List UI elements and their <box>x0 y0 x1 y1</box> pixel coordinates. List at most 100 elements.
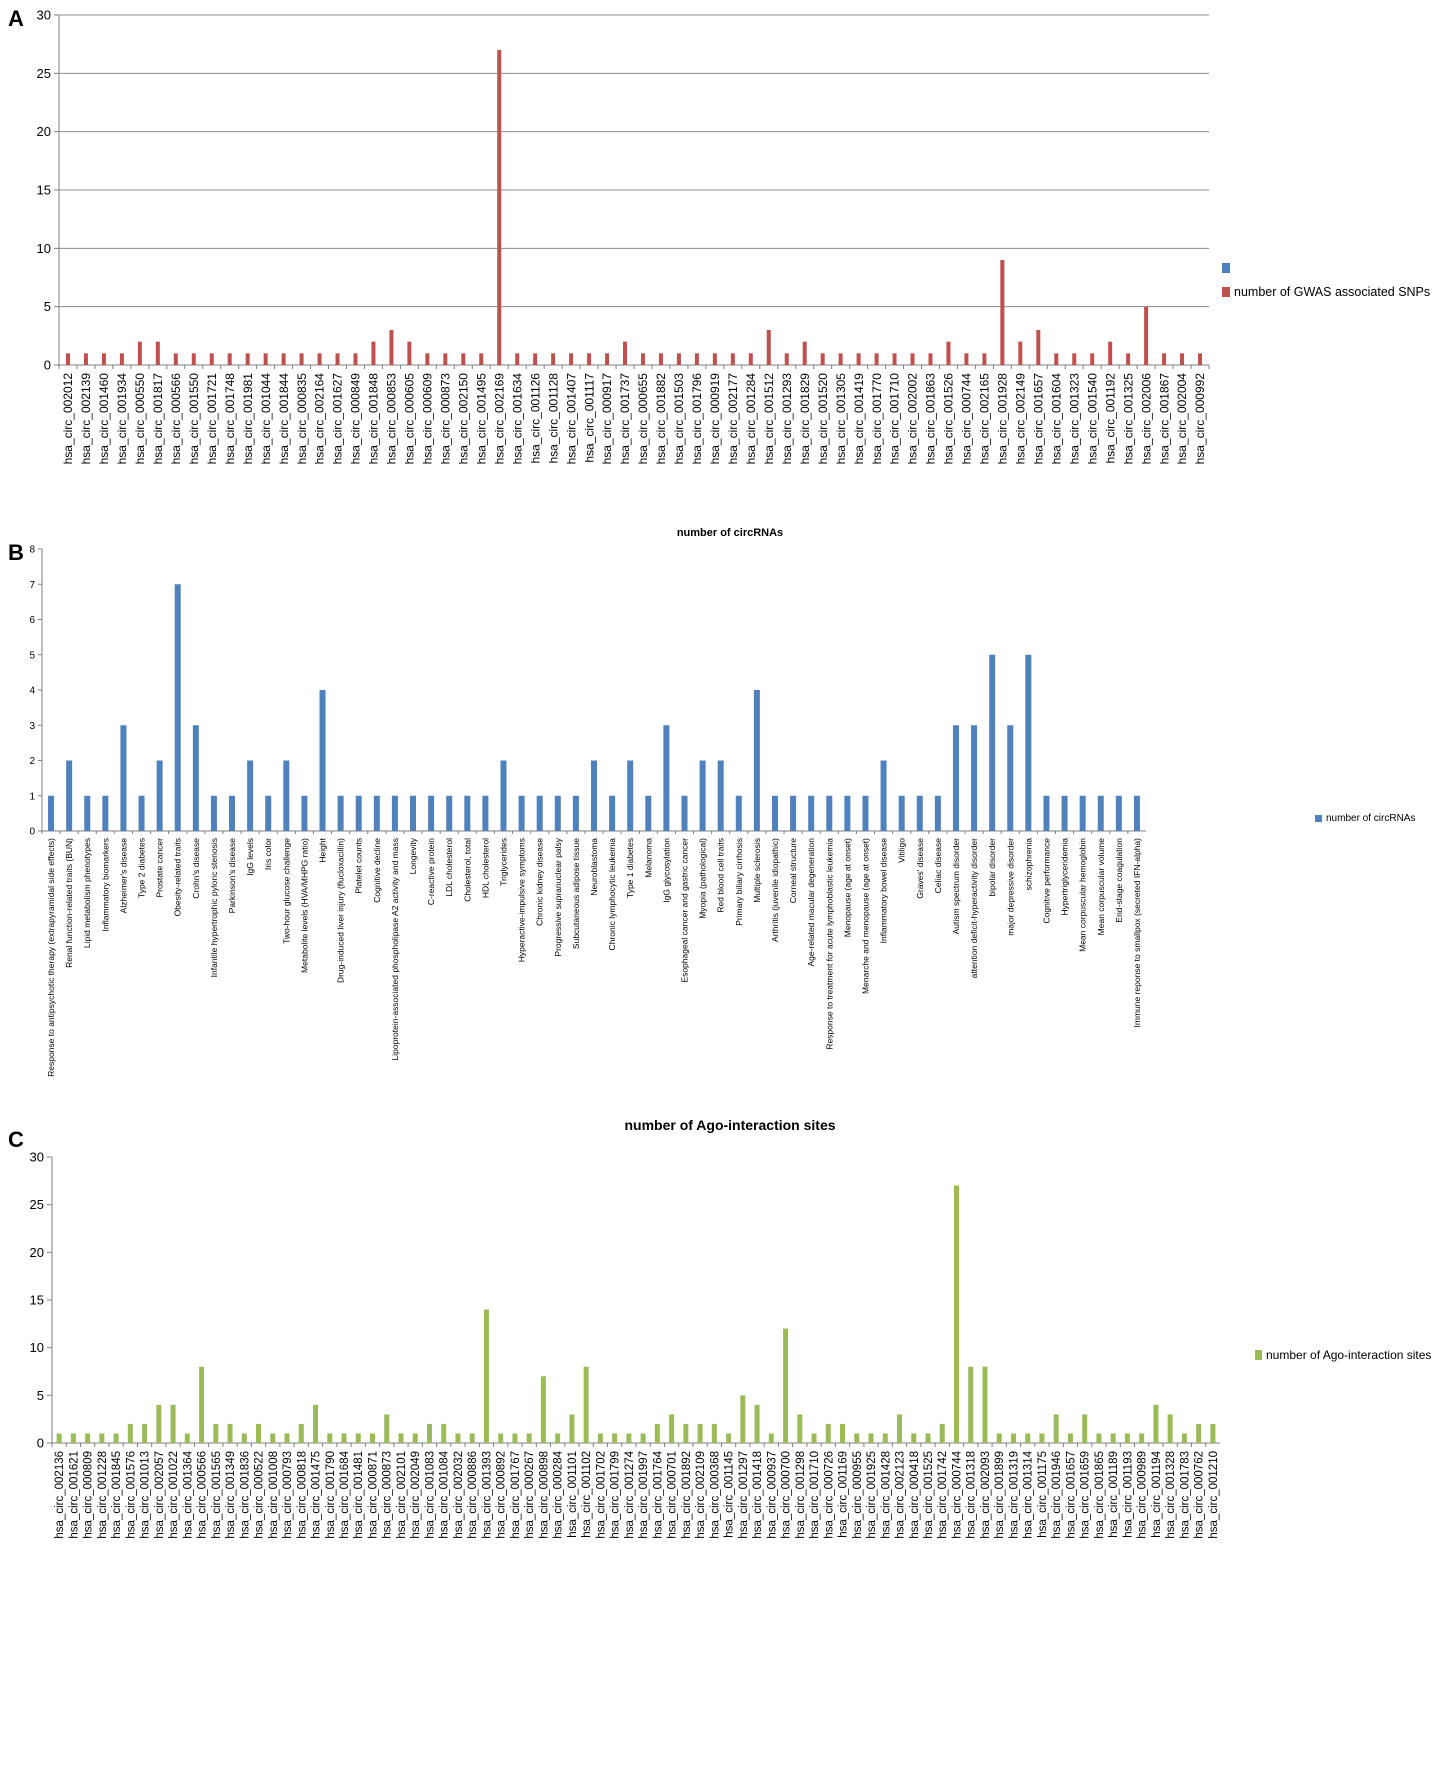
bar <box>1096 1433 1102 1443</box>
x-tick-label: hsa_circ_001083 <box>424 1451 436 1539</box>
bar <box>569 353 574 365</box>
bar <box>298 1423 304 1443</box>
bar <box>540 1376 546 1443</box>
bar <box>497 50 502 365</box>
bar <box>754 1404 760 1443</box>
bar <box>996 1433 1002 1443</box>
x-tick-label: hsa_circ_001314 <box>1023 1450 1035 1538</box>
bar <box>138 795 145 831</box>
bar <box>1018 341 1023 365</box>
x-tick-label: LDL cholesterol <box>444 838 454 897</box>
bar <box>1025 1433 1031 1443</box>
bar <box>928 353 933 365</box>
x-tick-label: hsa_circ_001767 <box>510 1451 522 1539</box>
x-tick-label: hsa_circ_000793 <box>282 1451 294 1539</box>
bar <box>623 341 628 365</box>
x-tick-label: hsa_circ_002004 <box>1175 373 1189 465</box>
x-tick-label: hsa_circ_001657 <box>1065 1451 1077 1539</box>
bar <box>587 353 592 365</box>
x-tick-label: hsa_circ_001526 <box>942 373 956 465</box>
x-tick-label: hsa_circ_001863 <box>924 373 938 465</box>
bar <box>1097 795 1104 831</box>
bar <box>210 795 217 831</box>
bar <box>882 1433 888 1443</box>
x-tick-label: hsa_circ_001621 <box>68 1451 80 1539</box>
bar <box>591 760 597 831</box>
bar <box>284 1433 290 1443</box>
bar <box>173 353 178 365</box>
bar <box>355 1433 361 1443</box>
bar <box>113 1433 119 1443</box>
y-tick-label: 20 <box>37 124 51 139</box>
bar <box>726 1433 732 1443</box>
bar <box>373 795 380 831</box>
bar <box>441 1423 447 1443</box>
x-tick-label: Chronic lymphocytic leukemia <box>607 838 617 951</box>
bar <box>1210 1423 1216 1443</box>
bar <box>676 353 681 365</box>
x-tick-label: hsa_circ_001194 <box>1151 1450 1163 1537</box>
bar <box>968 1366 974 1443</box>
x-tick-label: Infantile hypertrophic pyloric stenosis <box>209 838 219 977</box>
x-tick-label: hsa_circ_001102 <box>581 1451 593 1538</box>
bar <box>1180 353 1185 365</box>
bar <box>371 341 376 365</box>
x-tick-label: hsa_circ_001418 <box>752 1451 764 1539</box>
bar <box>461 353 466 365</box>
bar <box>645 795 652 831</box>
bar <box>898 795 905 831</box>
y-tick-label: 7 <box>29 580 35 591</box>
x-tick-label: hsa_circ_000809 <box>83 1451 95 1539</box>
bar <box>142 1423 148 1443</box>
x-tick-label: hsa_circ_001084 <box>439 1450 451 1538</box>
y-tick-label: 30 <box>37 8 51 23</box>
bar <box>119 353 124 365</box>
bar <box>281 353 286 365</box>
x-tick-label: hsa_circ_001228 <box>97 1451 109 1539</box>
bar <box>526 1433 532 1443</box>
x-tick-label: Vitiligo <box>897 838 907 863</box>
bar <box>155 341 160 365</box>
y-tick-label: 5 <box>44 299 51 314</box>
x-tick-label: Inflammatory biomarkers <box>100 838 110 932</box>
bar <box>712 353 717 365</box>
bar <box>1067 1433 1073 1443</box>
x-tick-label: hsa_circ_001520 <box>816 373 830 465</box>
y-tick-label: 0 <box>44 358 51 373</box>
bar <box>820 353 825 365</box>
bar <box>412 1433 418 1443</box>
bar <box>555 1433 561 1443</box>
x-tick-label: hsa_circ_001836 <box>239 1451 251 1539</box>
x-tick-label: Immune reponse to smallpox (secreted IFN… <box>1132 838 1142 1028</box>
bar <box>426 1423 432 1443</box>
x-tick-label: hsa_circ_001742 <box>937 1451 949 1539</box>
x-tick-label: hsa_circ_000886 <box>467 1451 479 1539</box>
x-tick-label: hsa_circ_002012 <box>61 373 75 465</box>
x-tick-label: hsa_circ_001981 <box>241 373 255 465</box>
bar <box>127 1423 133 1443</box>
bar <box>1036 330 1041 365</box>
panel-a-letter: A <box>8 6 24 31</box>
bar <box>1082 1414 1088 1443</box>
bar <box>569 1414 575 1443</box>
bar <box>790 795 797 831</box>
x-tick-label: Celiac disease <box>933 838 943 894</box>
bar <box>838 353 843 365</box>
bar <box>583 1366 589 1443</box>
bar <box>768 1433 774 1443</box>
bar <box>536 795 543 831</box>
y-tick-label: 2 <box>29 756 35 767</box>
x-tick-label: hsa_circ_001428 <box>880 1451 892 1539</box>
x-tick-label: hsa_circ_000919 <box>708 373 722 465</box>
legend-c-series-entry: number of Ago-interaction sites <box>1255 1345 1431 1365</box>
bar <box>498 1433 504 1443</box>
x-tick-label: Chronic kidney disease <box>535 838 545 926</box>
y-tick-label: 30 <box>30 1150 44 1165</box>
x-tick-label: hsa_circ_001604 <box>1049 373 1063 465</box>
bar <box>518 795 525 831</box>
panel-c-letter: C <box>8 1127 24 1152</box>
x-tick-label: hsa_circ_000892 <box>496 1451 508 1539</box>
y-tick-label: 15 <box>30 1293 44 1308</box>
bar <box>640 353 645 365</box>
bar <box>227 1423 233 1443</box>
